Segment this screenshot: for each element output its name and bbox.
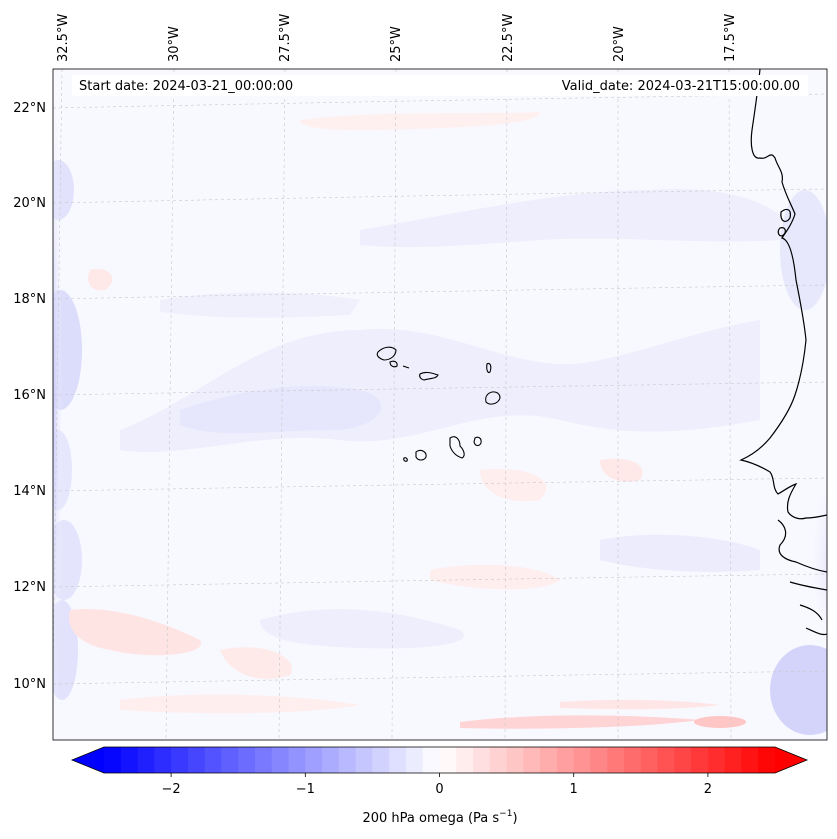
lon-label: 17.5°W [723, 14, 738, 62]
colorbar-cell [489, 747, 508, 773]
island-sal [486, 362, 492, 374]
colorbar-cell [540, 747, 558, 773]
island-boa-vista [485, 391, 501, 405]
omega-field [53, 69, 827, 740]
colorbar-tick-label: 0 [435, 782, 443, 797]
colorbar-cell [154, 747, 172, 773]
colorbar-cell [439, 747, 457, 773]
lon-label: 25°W [389, 26, 404, 62]
colorbar-high-extension [775, 747, 807, 773]
lat-label: 10°N [13, 677, 46, 692]
colorbar-ticks: −2 −1 0 1 2 [162, 773, 712, 797]
lon-label: 22.5°W [501, 14, 516, 62]
lon-label: 30°W [167, 26, 182, 62]
island-santo-antao [376, 346, 397, 361]
colorbar-label: 200 hPa omega (Pa s−1) [362, 809, 517, 826]
colorbar-cell [456, 747, 474, 773]
lat-label: 22°N [13, 101, 46, 116]
longitude-labels: 32.5°W 30°W 27.5°W 25°W 22.5°W 20°W 17.5… [56, 14, 738, 62]
colorbar-cell [254, 747, 273, 773]
colorbar-cell [758, 747, 776, 773]
colorbar-cell [204, 747, 223, 773]
island-sao-nicolau [419, 371, 439, 381]
colorbar-label-exponent: −1 [499, 809, 512, 819]
island-santa-luzia [402, 365, 410, 369]
colorbar-cell [523, 747, 541, 773]
colorbar-cells [104, 747, 776, 773]
header-box [72, 75, 808, 96]
colorbar-tick-label: 1 [570, 782, 578, 797]
lat-label: 12°N [13, 580, 46, 595]
island-fogo [415, 449, 427, 461]
colorbar: −2 −1 0 1 2 200 hPa omega (Pa s−1) [70, 746, 809, 826]
colorbar-cell [741, 747, 759, 773]
map-frame [52, 68, 828, 741]
cape-verde-islands [376, 346, 501, 462]
colorbar-cell [171, 747, 189, 773]
colorbar-cell [288, 747, 306, 773]
colorbar-cell [506, 747, 524, 773]
colorbar-cell [607, 747, 625, 773]
colorbar-cell [389, 747, 407, 773]
colorbar-outline [70, 746, 809, 774]
valid-date-label: Valid_date: 2024-03-21T15:00:00.00 [562, 79, 800, 94]
colorbar-cell [221, 747, 239, 773]
africa-coastline [739, 69, 827, 520]
lon-label: 20°W [612, 26, 627, 62]
lat-label: 16°N [13, 388, 46, 403]
colorbar-cell [691, 747, 709, 773]
colorbar-cell [624, 747, 642, 773]
island-sao-vicente [389, 360, 398, 368]
colorbar-cell [724, 747, 743, 773]
latitude-labels: 22°N 20°N 18°N 16°N 14°N 12°N 10°N [13, 101, 46, 692]
colorbar-cell [590, 747, 608, 773]
colorbar-cell [305, 747, 323, 773]
colorbar-label-prefix: 200 hPa omega (Pa s [362, 811, 499, 826]
colorbar-cell [355, 747, 374, 773]
colorbar-cell [271, 747, 290, 773]
colorbar-tick-label: 2 [704, 782, 712, 797]
island-santiago [449, 436, 465, 459]
island-maio [473, 436, 482, 447]
coastlines [739, 69, 827, 636]
colorbar-tick-label: −2 [162, 782, 181, 797]
lat-label: 18°N [13, 292, 46, 307]
colorbar-cell [338, 747, 357, 773]
lon-label: 32.5°W [56, 14, 71, 62]
colorbar-cell [422, 747, 441, 773]
island-brava [403, 457, 408, 462]
graticule [53, 69, 827, 740]
lat-label: 14°N [13, 484, 46, 499]
lon-label: 27.5°W [278, 14, 293, 62]
colorbar-cell [405, 747, 424, 773]
colorbar-cell [707, 747, 726, 773]
colorbar-cell [238, 747, 256, 773]
colorbar-cell [137, 747, 155, 773]
colorbar-cell [104, 747, 122, 773]
colorbar-label-suffix: ) [512, 811, 517, 826]
colorbar-cell [573, 747, 592, 773]
colorbar-cell [674, 747, 692, 773]
colorbar-cell [657, 747, 675, 773]
lat-label: 20°N [13, 196, 46, 211]
colorbar-tick-label: −1 [296, 782, 315, 797]
colorbar-cell [120, 747, 139, 773]
colorbar-cell [187, 747, 206, 773]
start-date-label: Start date: 2024-03-21_00:00:00 [79, 79, 293, 94]
colorbar-low-extension [72, 747, 104, 773]
colorbar-cell [322, 747, 340, 773]
colorbar-cell [473, 747, 491, 773]
colorbar-cell [372, 747, 390, 773]
colorbar-cell [556, 747, 575, 773]
colorbar-cell [640, 747, 659, 773]
map-panel[interactable] [38, 69, 837, 740]
